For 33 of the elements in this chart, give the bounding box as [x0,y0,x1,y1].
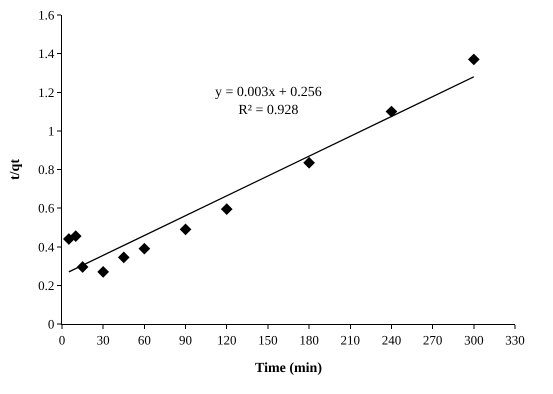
x-tick-label: 30 [96,332,110,348]
x-axis-title: Time (min) [254,360,322,376]
y-tick-label: 0.2 [38,278,54,293]
x-tick-label: 300 [464,332,484,348]
x-tick-label: 0 [58,332,66,348]
point [220,203,233,215]
x-tick-label: 210 [340,332,360,348]
x-tick-label: 60 [138,332,151,348]
point [70,230,82,242]
y-tick-label: 1.6 [38,8,55,23]
point [118,252,130,264]
y-tick-label: 0.4 [38,239,55,254]
point [303,156,315,169]
x-tick-label: 180 [299,332,319,348]
annotation: y = 0.003x + 0.256 R² = 0.928 [215,85,322,118]
x-tick-label: 240 [382,332,402,348]
point [97,266,110,278]
y-tick-label: 1 [48,123,54,138]
point [180,224,192,236]
y-tick-label: 1.4 [38,46,55,62]
y-tick-label: 0 [48,316,54,332]
y-axis-title: t/qt [8,158,23,180]
y-tick-label: 0.8 [38,162,54,178]
point [138,242,150,255]
y-tick-label: 1.2 [38,84,54,100]
point [386,106,398,118]
x-tick-label: 120 [216,332,236,348]
x-tick-label: 270 [422,332,442,348]
x-tick-label: 90 [179,332,192,348]
point [468,54,480,66]
x-tick-label: 330 [505,332,525,348]
y-tick-label: 0.6 [38,200,55,216]
x-tick-label: 150 [258,332,278,348]
